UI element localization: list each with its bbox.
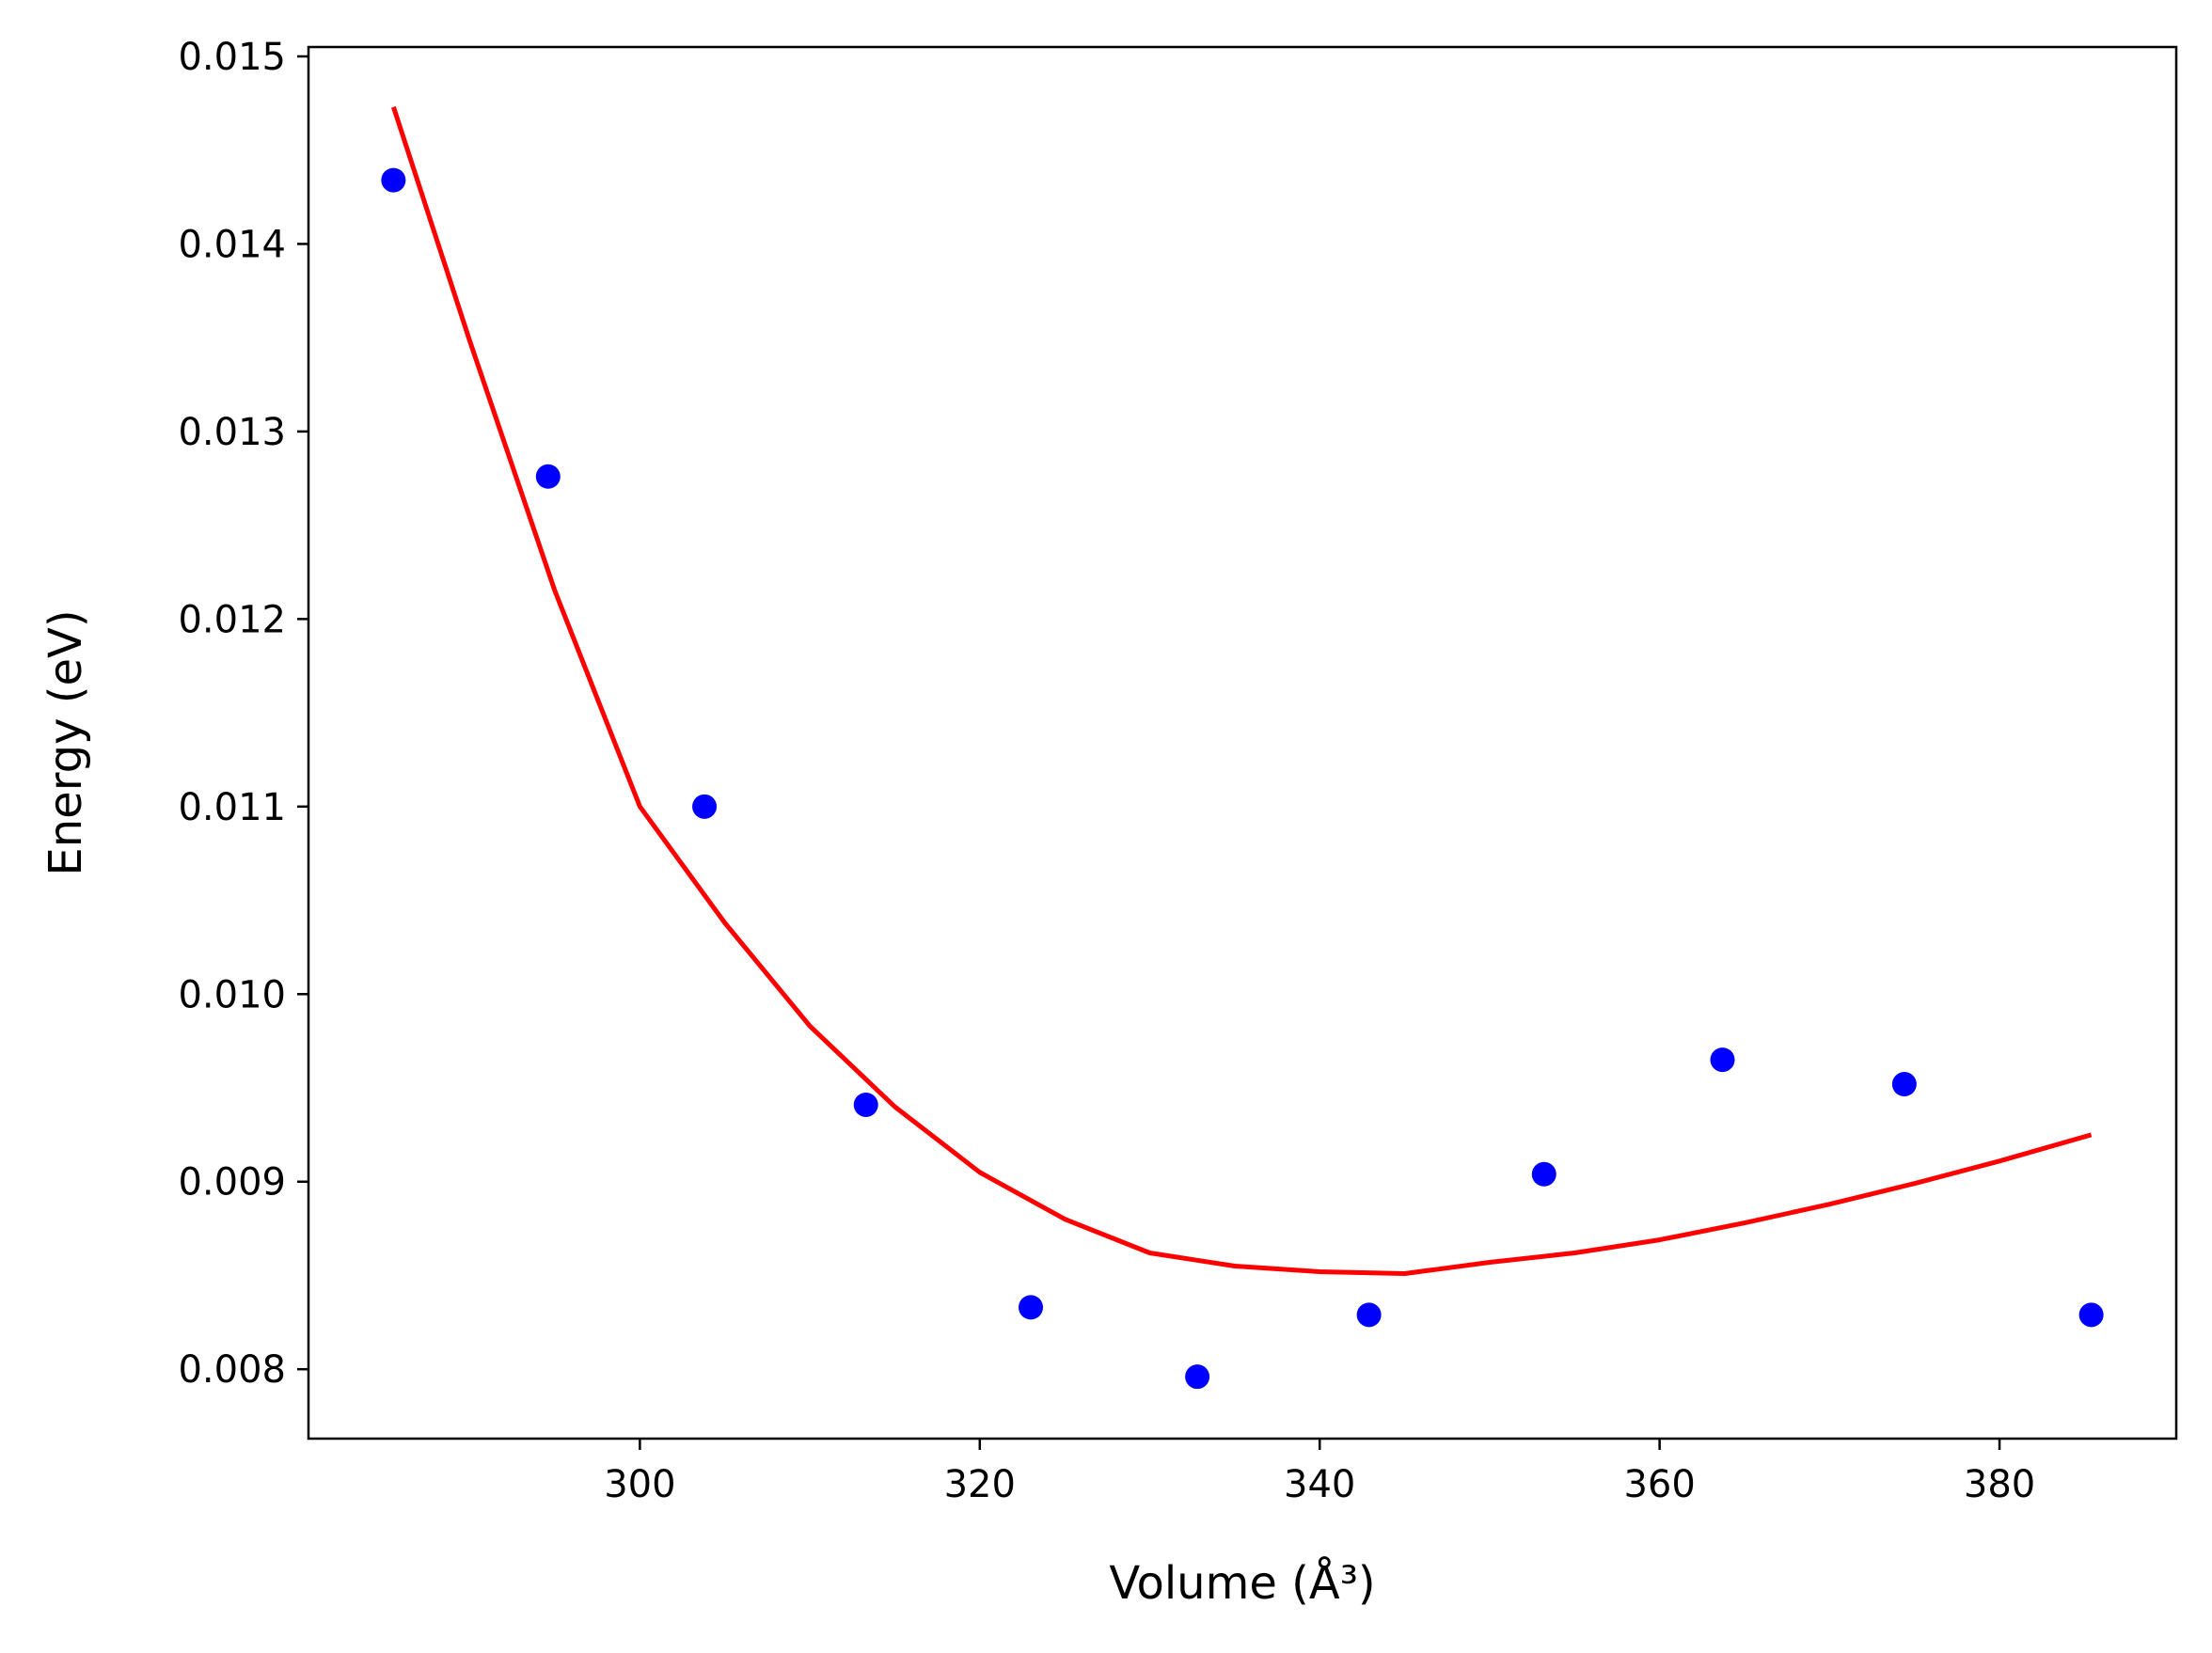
y-tick-label: 0.013 <box>178 411 286 454</box>
x-tick-label: 320 <box>944 1463 1016 1506</box>
data-point <box>1531 1161 1556 1187</box>
y-tick-label: 0.010 <box>178 973 286 1016</box>
data-point <box>1019 1295 1044 1320</box>
fit-curve <box>391 106 2093 1276</box>
y-axis-label: Energy (eV) <box>40 609 92 875</box>
y-tick-label: 0.012 <box>178 598 286 641</box>
y-tick-label: 0.009 <box>178 1161 286 1204</box>
y-tick-label: 0.011 <box>178 786 286 829</box>
x-tick-label: 380 <box>1964 1463 2035 1506</box>
axis-ticks: 300 320 340 360 380 0.008 0.009 0.010 0.011 0.012… <box>178 36 2035 1506</box>
data-point <box>692 794 718 819</box>
y-tick-label: 0.014 <box>178 223 286 266</box>
data-point <box>1710 1047 1735 1073</box>
data-point <box>535 464 561 489</box>
chart-marks <box>381 106 2104 1390</box>
data-point <box>2078 1302 2104 1328</box>
data-point <box>853 1092 878 1117</box>
data-point <box>1185 1364 1210 1390</box>
data-point <box>381 167 406 193</box>
y-tick-label: 0.008 <box>178 1348 286 1392</box>
plot-frame <box>307 45 2178 1440</box>
x-axis-label: Volume (Å³) <box>1109 1556 1375 1610</box>
data-point <box>1891 1072 1917 1097</box>
data-point <box>1356 1302 1382 1328</box>
y-tick-label: 0.015 <box>178 36 286 79</box>
x-tick-label: 340 <box>1284 1463 1355 1506</box>
x-tick-label: 360 <box>1623 1463 1695 1506</box>
x-tick-label: 300 <box>604 1463 675 1506</box>
